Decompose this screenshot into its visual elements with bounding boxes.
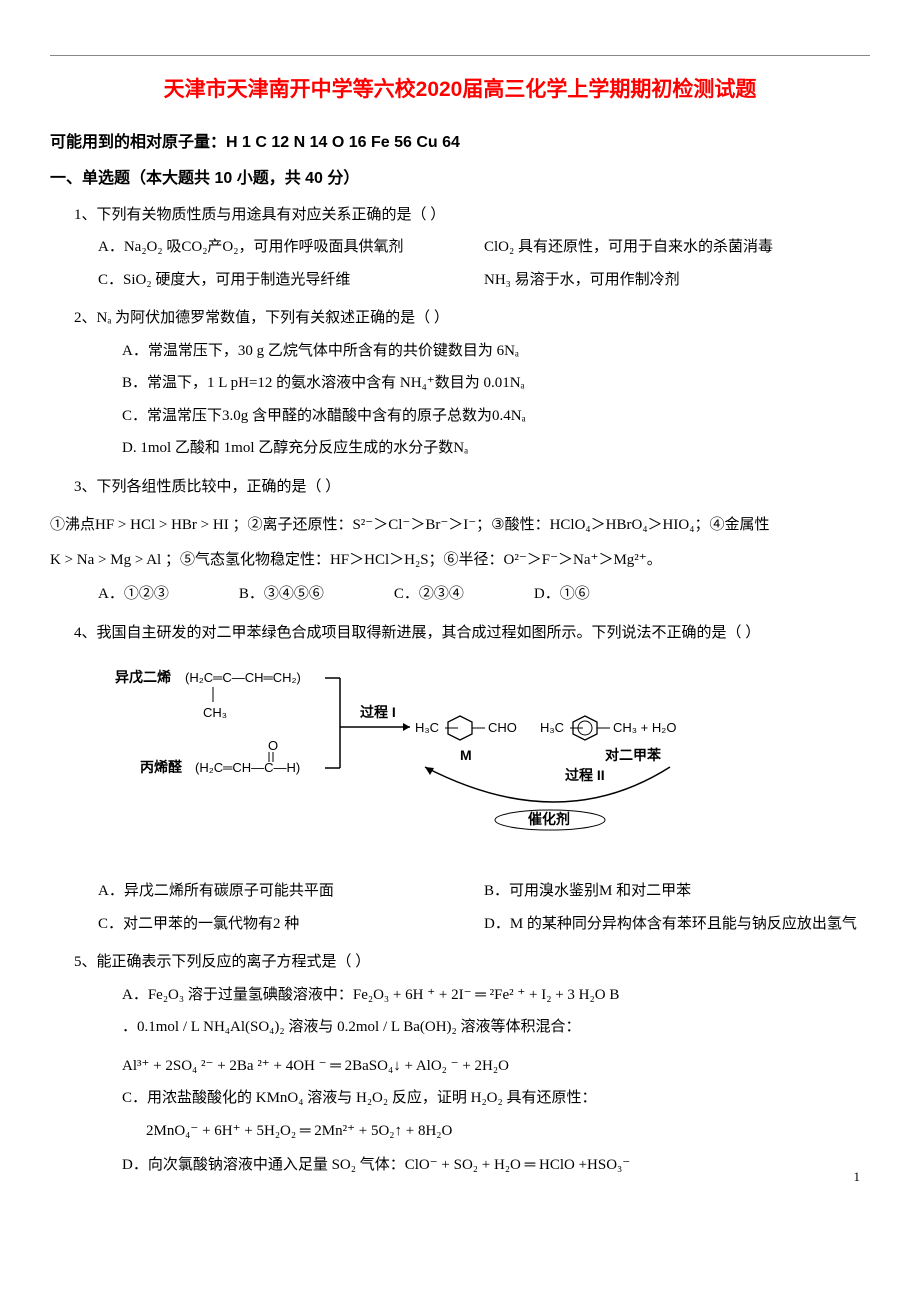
q5-option-a: A．Fe₂O₃ 溶于过量氢碘酸溶液中：Fe₂O₃ + 6H ⁺ + 2I⁻ ═ …	[74, 981, 870, 1010]
q3-options: A．①②③ B．③④⑤⑥ C．②③④ D．①⑥	[74, 580, 870, 609]
process-2-label: 过程 II	[565, 767, 605, 783]
question-2: 2、Nₐ 为阿伏加德罗常数值，下列有关叙述正确的是（ ） A．常温常压下，30 …	[50, 304, 870, 463]
isoprene-label: 异戊二烯	[115, 669, 171, 685]
question-4-text: 4、我国自主研发的对二甲苯绿色合成项目取得新进展，其合成过程如图所示。下列说法不…	[74, 619, 870, 648]
question-5-text: 5、能正确表示下列反应的离子方程式是（ ）	[74, 948, 870, 977]
q5-option-c-line1: C．用浓盐酸酸化的 KMnO₄ 溶液与 H₂O₂ 反应，证明 H₂O₂ 具有还原…	[74, 1084, 870, 1113]
q2-option-c: C．常温常压下3.0g 含甲醛的冰醋酸中含有的原子总数为0.4Nₐ	[74, 402, 870, 431]
q4-option-b: B．可用溴水鉴别M 和对二甲苯	[484, 877, 870, 906]
question-3: 3、下列各组性质比较中，正确的是（ ）	[50, 473, 870, 502]
question-1-text: 1、下列有关物质性质与用途具有对应关系正确的是（ ）	[74, 201, 870, 230]
q1-option-a: A．Na₂O₂ 吸CO₂产O₂，可用作呼吸面具供氧剂	[98, 233, 484, 262]
acrolein-formula: (H₂C═CH—C—H)	[195, 760, 300, 775]
header-divider	[50, 55, 870, 56]
h3c-left: H₃C	[415, 720, 439, 735]
q3-option-c: C．②③④	[394, 580, 464, 609]
h3c-right: H₃C	[540, 720, 564, 735]
q3-statement-2: K > Na > Mg > Al ；⑤气态氢化物稳定性：HF＞HCl＞H₂S；⑥…	[50, 546, 870, 575]
m-label: M	[460, 747, 472, 763]
document-title: 天津市天津南开中学等六校2020届高三化学上学期期初检测试题	[50, 70, 870, 110]
ch3-label: CH₃	[203, 705, 227, 720]
synthesis-diagram: 异戊二烯 (H₂C═C—CH═CH₂) CH₃ 丙烯醛 (H₂C═CH—C—H)…	[110, 662, 750, 862]
cho-label: CHO	[488, 720, 517, 735]
q1-option-d: NH₃ 易溶于水，可用作制冷剂	[484, 266, 870, 295]
q5-option-b-line2: Al³⁺ + 2SO₄ ²⁻ + 2Ba ²⁺ + 4OH ⁻ ═ 2BaSO₄…	[74, 1052, 870, 1081]
q3-statement-1: ①沸点HF > HCl > HBr > HI ；②离子还原性：S²⁻＞Cl⁻＞B…	[50, 511, 870, 540]
q1-option-b: ClO₂ 具有还原性，可用于自来水的杀菌消毒	[484, 233, 870, 262]
section-header: 一、单选题（本大题共 10 小题，共 40 分）	[50, 164, 870, 194]
q2-option-d: D. 1mol 乙酸和 1mol 乙醇充分反应生成的水分子数Nₐ	[74, 434, 870, 463]
question-2-text: 2、Nₐ 为阿伏加德罗常数值，下列有关叙述正确的是（ ）	[74, 304, 870, 333]
isoprene-formula: (H₂C═C—CH═CH₂)	[185, 670, 301, 685]
q5-option-c-line2: 2MnO₄⁻ + 6H⁺ + 5H₂O₂ ═ 2Mn²⁺ + 5O₂↑ + 8H…	[74, 1117, 870, 1146]
ch3-h2o-label: CH₃ + H₂O	[613, 720, 676, 735]
q3-option-a: A．①②③	[98, 580, 169, 609]
q2-option-b: B．常温下，1 L pH=12 的氨水溶液中含有 NH₄⁺数目为 0.01Nₐ	[74, 369, 870, 398]
q4-option-a: A．异戊二烯所有碳原子可能共平面	[98, 877, 484, 906]
q5-option-d: D．向次氯酸钠溶液中通入足量 SO₂ 气体：ClO⁻ + SO₂ + H₂O ═…	[74, 1151, 870, 1180]
question-4: 4、我国自主研发的对二甲苯绿色合成项目取得新进展，其合成过程如图所示。下列说法不…	[50, 619, 870, 648]
oxygen-label: O	[268, 738, 278, 753]
q5-option-b-line1: ．0.1mol / L NH₄Al(SO₄)₂ 溶液与 0.2mol / L B…	[74, 1013, 870, 1042]
q2-option-a: A．常温常压下，30 g 乙烷气体中所含有的共价键数目为 6Nₐ	[74, 337, 870, 366]
pxylene-label: 对二甲苯	[605, 747, 662, 763]
q4-option-d: D．M 的某种同分异构体含有苯环且能与钠反应放出氢气	[484, 910, 870, 939]
q3-option-d: D．①⑥	[534, 580, 590, 609]
question-4-options: A．异戊二烯所有碳原子可能共平面 B．可用溴水鉴别M 和对二甲苯 C．对二甲苯的…	[50, 877, 870, 938]
atomic-mass-info: 可能用到的相对原子量：H 1 C 12 N 14 O 16 Fe 56 Cu 6…	[50, 128, 870, 158]
process-1-label: 过程 I	[360, 704, 396, 720]
catalyst-label: 催化剂	[528, 811, 570, 827]
page-number: 1	[854, 1165, 861, 1190]
acrolein-label: 丙烯醛	[140, 759, 183, 775]
question-1: 1、下列有关物质性质与用途具有对应关系正确的是（ ） A．Na₂O₂ 吸CO₂产…	[50, 201, 870, 295]
question-3-text: 3、下列各组性质比较中，正确的是（ ）	[74, 473, 870, 502]
question-5: 5、能正确表示下列反应的离子方程式是（ ） A．Fe₂O₃ 溶于过量氢碘酸溶液中…	[50, 948, 870, 1180]
q3-option-b: B．③④⑤⑥	[239, 580, 324, 609]
q1-option-c: C．SiO₂ 硬度大，可用于制造光导纤维	[98, 266, 484, 295]
q4-option-c: C．对二甲苯的一氯代物有2 种	[98, 910, 484, 939]
